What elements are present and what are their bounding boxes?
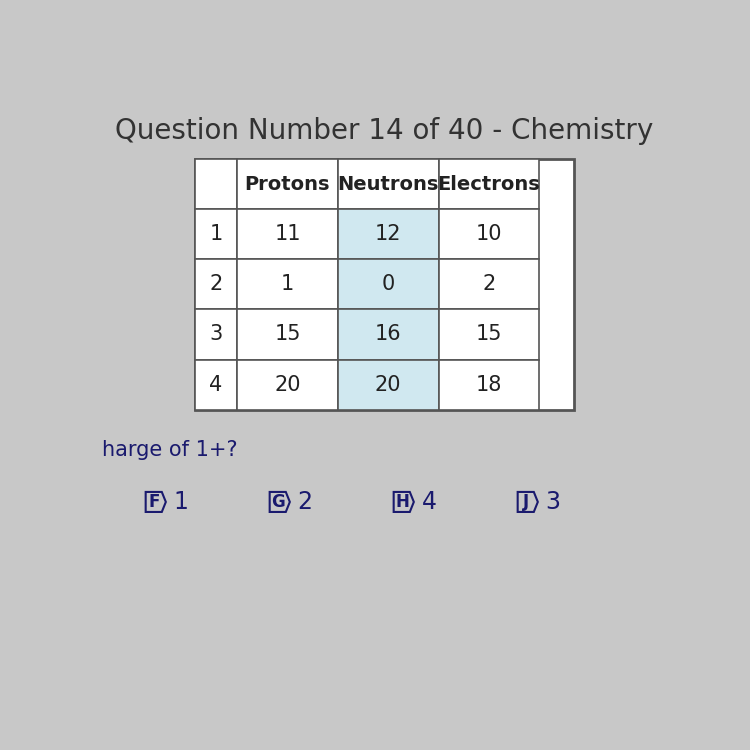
Text: 3: 3 <box>545 490 560 514</box>
Text: 15: 15 <box>274 325 301 344</box>
Bar <box>439 209 539 260</box>
Bar <box>237 209 338 260</box>
Text: 2: 2 <box>209 274 223 295</box>
Text: Neutrons: Neutrons <box>338 175 439 194</box>
Text: 11: 11 <box>274 224 301 245</box>
Text: Question Number 14 of 40 - Chemistry: Question Number 14 of 40 - Chemistry <box>116 117 653 145</box>
Text: 18: 18 <box>476 374 502 394</box>
Text: 4: 4 <box>209 374 223 394</box>
Bar <box>237 260 338 310</box>
Text: 1: 1 <box>280 274 294 295</box>
Text: harge of 1+?: harge of 1+? <box>101 440 237 460</box>
Text: 20: 20 <box>375 374 401 394</box>
Text: F: F <box>148 493 160 511</box>
Text: 15: 15 <box>476 325 502 344</box>
Bar <box>194 260 237 310</box>
Bar <box>237 159 338 209</box>
Text: J: J <box>524 493 530 511</box>
Text: Electrons: Electrons <box>438 175 540 194</box>
Text: 2: 2 <box>482 274 496 295</box>
Bar <box>194 359 237 410</box>
Text: 12: 12 <box>375 224 401 245</box>
Text: H: H <box>395 493 410 511</box>
Bar <box>439 260 539 310</box>
Bar <box>338 359 439 410</box>
Text: 3: 3 <box>209 325 223 344</box>
Bar <box>237 359 338 410</box>
Text: 20: 20 <box>274 374 301 394</box>
Text: Protons: Protons <box>244 175 330 194</box>
Bar <box>439 159 539 209</box>
Bar <box>194 310 237 359</box>
Bar <box>338 310 439 359</box>
Bar <box>439 359 539 410</box>
Text: 10: 10 <box>476 224 502 245</box>
Text: 1: 1 <box>173 490 188 514</box>
Bar <box>237 310 338 359</box>
Text: 2: 2 <box>298 490 313 514</box>
Bar <box>194 209 237 260</box>
Text: 4: 4 <box>422 490 436 514</box>
Text: 0: 0 <box>382 274 394 295</box>
Text: 1: 1 <box>209 224 223 245</box>
Text: 16: 16 <box>375 325 401 344</box>
Bar <box>338 260 439 310</box>
Bar <box>338 159 439 209</box>
Text: G: G <box>272 493 285 511</box>
Bar <box>194 159 237 209</box>
Bar <box>194 159 574 410</box>
Bar <box>439 310 539 359</box>
Bar <box>338 209 439 260</box>
